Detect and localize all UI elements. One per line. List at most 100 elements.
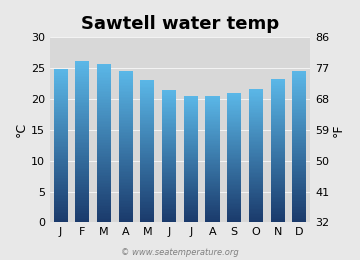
Bar bbox=[184, 219, 198, 220]
Bar bbox=[292, 200, 306, 201]
Bar bbox=[206, 105, 220, 106]
Bar bbox=[54, 144, 68, 146]
Bar bbox=[140, 133, 154, 134]
Bar bbox=[162, 186, 176, 188]
Bar bbox=[140, 121, 154, 123]
Bar bbox=[206, 178, 220, 179]
Bar bbox=[184, 149, 198, 150]
Bar bbox=[97, 172, 111, 173]
Bar bbox=[184, 210, 198, 211]
Bar bbox=[97, 175, 111, 176]
Bar bbox=[249, 174, 263, 176]
Bar bbox=[162, 129, 176, 131]
Bar bbox=[140, 172, 154, 174]
Bar bbox=[292, 193, 306, 195]
Bar bbox=[97, 73, 111, 75]
Bar bbox=[270, 85, 285, 86]
Bar bbox=[140, 115, 154, 117]
Bar bbox=[249, 126, 263, 128]
Bar bbox=[119, 132, 133, 133]
Bar bbox=[54, 142, 68, 144]
Bar bbox=[119, 145, 133, 147]
Bar bbox=[206, 109, 220, 110]
Bar bbox=[292, 75, 306, 77]
Bar bbox=[140, 110, 154, 111]
Bar bbox=[270, 106, 285, 108]
Bar bbox=[140, 171, 154, 172]
Bar bbox=[227, 118, 241, 119]
Bar bbox=[54, 188, 68, 190]
Bar bbox=[119, 139, 133, 141]
Bar bbox=[119, 118, 133, 120]
Bar bbox=[162, 157, 176, 159]
Bar bbox=[227, 155, 241, 157]
Bar bbox=[249, 177, 263, 178]
Bar bbox=[206, 213, 220, 215]
Bar bbox=[270, 170, 285, 171]
Bar bbox=[292, 177, 306, 178]
Bar bbox=[97, 105, 111, 107]
Bar bbox=[292, 130, 306, 131]
Bar bbox=[184, 168, 198, 169]
Bar bbox=[140, 137, 154, 138]
Bar bbox=[270, 109, 285, 111]
Bar bbox=[97, 164, 111, 165]
Bar bbox=[119, 115, 133, 116]
Bar bbox=[162, 173, 176, 175]
Bar bbox=[97, 134, 111, 135]
Bar bbox=[249, 180, 263, 181]
Bar bbox=[206, 130, 220, 131]
Bar bbox=[249, 102, 263, 104]
Bar bbox=[206, 181, 220, 182]
Bar bbox=[97, 124, 111, 126]
Bar bbox=[249, 157, 263, 158]
Bar bbox=[75, 106, 89, 108]
Bar bbox=[249, 205, 263, 206]
Bar bbox=[249, 141, 263, 142]
Bar bbox=[97, 213, 111, 214]
Bar bbox=[119, 94, 133, 95]
Bar bbox=[270, 79, 285, 81]
Bar bbox=[227, 104, 241, 105]
Bar bbox=[75, 94, 89, 95]
Bar bbox=[206, 186, 220, 187]
Bar bbox=[162, 213, 176, 214]
Bar bbox=[184, 146, 198, 148]
Bar bbox=[119, 73, 133, 74]
Bar bbox=[292, 216, 306, 218]
Bar bbox=[97, 111, 111, 113]
Bar bbox=[54, 141, 68, 142]
Bar bbox=[162, 98, 176, 99]
Bar bbox=[119, 127, 133, 129]
Bar bbox=[140, 165, 154, 167]
Bar bbox=[119, 95, 133, 97]
Bar bbox=[54, 196, 68, 198]
Bar bbox=[140, 101, 154, 103]
Bar bbox=[97, 183, 111, 184]
Bar bbox=[206, 120, 220, 121]
Bar bbox=[97, 199, 111, 200]
Bar bbox=[75, 111, 89, 113]
Bar bbox=[119, 141, 133, 142]
Bar bbox=[227, 195, 241, 197]
Bar bbox=[162, 145, 176, 147]
Bar bbox=[119, 80, 133, 82]
Bar bbox=[54, 95, 68, 96]
Bar bbox=[206, 150, 220, 152]
Bar bbox=[75, 77, 89, 79]
Bar bbox=[140, 140, 154, 141]
Bar bbox=[97, 113, 111, 115]
Bar bbox=[270, 215, 285, 217]
Bar bbox=[97, 189, 111, 191]
Bar bbox=[206, 211, 220, 212]
Bar bbox=[97, 76, 111, 78]
Bar bbox=[119, 129, 133, 130]
Bar bbox=[184, 141, 198, 143]
Bar bbox=[54, 84, 68, 86]
Bar bbox=[119, 200, 133, 201]
Bar bbox=[184, 107, 198, 109]
Bar bbox=[162, 193, 176, 194]
Bar bbox=[97, 97, 111, 99]
Bar bbox=[292, 155, 306, 157]
Bar bbox=[119, 210, 133, 212]
